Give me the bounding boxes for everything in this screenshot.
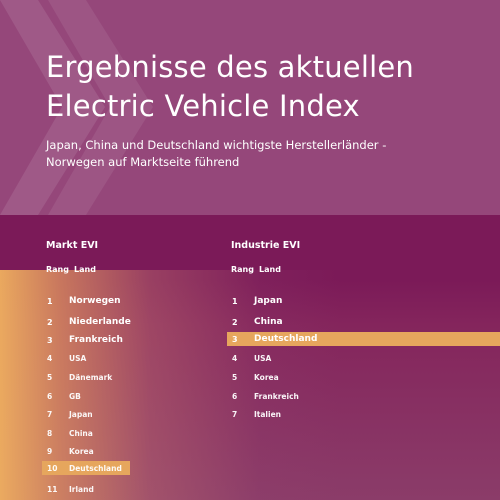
country-name: Deutschland bbox=[69, 463, 122, 473]
country-name: China bbox=[254, 317, 283, 327]
rank-number: 9 bbox=[47, 446, 53, 456]
rank-number: 4 bbox=[47, 353, 53, 363]
country-name: Dänemark bbox=[69, 372, 113, 382]
markt-evi-title: Markt EVI bbox=[46, 240, 99, 251]
page-title: Ergebnisse des aktuellen Electric Vehicl… bbox=[46, 48, 414, 126]
markt-row-9: 9 Korea bbox=[42, 444, 94, 458]
rank-number: 2 bbox=[232, 317, 238, 327]
title-line-1: Ergebnisse des aktuellen bbox=[46, 50, 414, 84]
markt-row-8: 8 China bbox=[42, 426, 93, 440]
rank-number: 3 bbox=[232, 334, 238, 344]
title-line-2: Electric Vehicle Index bbox=[46, 89, 360, 123]
markt-row-5: 5 Dänemark bbox=[42, 370, 112, 384]
chevron-decoration-icon bbox=[0, 0, 153, 215]
rank-number: 6 bbox=[232, 391, 238, 401]
markt-row-3: 3 Frankreich bbox=[42, 333, 123, 347]
subtitle-line-2: Norwegen auf Marktseite führend bbox=[46, 155, 240, 169]
country-name: Frankreich bbox=[254, 391, 299, 401]
industrie-row-7: 7 Italien bbox=[227, 407, 281, 421]
markt-row-2: 2 Niederlande bbox=[42, 315, 131, 329]
industrie-evi-title: Industrie EVI bbox=[231, 240, 301, 251]
rank-number: 6 bbox=[47, 391, 53, 401]
country-name: Niederlande bbox=[69, 317, 131, 327]
country-name: Korea bbox=[69, 446, 94, 456]
markt-col-land: Land bbox=[74, 265, 96, 274]
rank-number: 1 bbox=[232, 296, 238, 306]
markt-row-1: 1 Norwegen bbox=[42, 294, 121, 308]
country-name: Norwegen bbox=[69, 296, 121, 306]
industrie-row-6: 6 Frankreich bbox=[227, 389, 299, 403]
industrie-row-2: 2 China bbox=[227, 315, 283, 329]
rank-number: 7 bbox=[47, 409, 53, 419]
industrie-row-4: 4 USA bbox=[227, 351, 271, 365]
country-name: USA bbox=[254, 353, 272, 363]
rank-number: 5 bbox=[232, 372, 238, 382]
industrie-row-5: 5 Korea bbox=[227, 370, 279, 384]
markt-row-10-highlighted: 10 Deutschland bbox=[42, 461, 130, 475]
subtitle-line-1: Japan, China und Deutschland wichtigste … bbox=[46, 138, 387, 152]
industrie-col-rank: Rang bbox=[231, 265, 254, 274]
markt-row-6: 6 GB bbox=[42, 389, 81, 403]
markt-row-11: 11 Irland bbox=[42, 482, 94, 496]
country-name: GB bbox=[69, 391, 81, 401]
country-name: Deutschland bbox=[254, 334, 318, 344]
country-name: Italien bbox=[254, 409, 282, 419]
header-panel: Ergebnisse des aktuellen Electric Vehicl… bbox=[0, 0, 500, 215]
industrie-row-3-highlighted: 3 Deutschland bbox=[227, 332, 500, 346]
country-name: USA bbox=[69, 353, 87, 363]
industrie-row-1: 1 Japan bbox=[227, 294, 282, 308]
country-name: Japan bbox=[69, 409, 93, 419]
rank-number: 10 bbox=[47, 463, 58, 473]
country-name: Frankreich bbox=[69, 335, 123, 345]
rank-number: 11 bbox=[47, 484, 58, 494]
country-name: China bbox=[69, 428, 93, 438]
page-subtitle: Japan, China und Deutschland wichtigste … bbox=[46, 137, 486, 171]
markt-row-7: 7 Japan bbox=[42, 407, 93, 421]
markt-row-4: 4 USA bbox=[42, 351, 86, 365]
rank-number: 3 bbox=[47, 335, 53, 345]
rank-number: 1 bbox=[47, 296, 53, 306]
country-name: Japan bbox=[254, 296, 283, 306]
country-name: Korea bbox=[254, 372, 279, 382]
rank-number: 2 bbox=[47, 317, 53, 327]
industrie-col-land: Land bbox=[259, 265, 281, 274]
rank-number: 4 bbox=[232, 353, 238, 363]
rank-number: 8 bbox=[47, 428, 53, 438]
rank-number: 5 bbox=[47, 372, 53, 382]
country-name: Irland bbox=[69, 484, 94, 494]
rank-number: 7 bbox=[232, 409, 238, 419]
markt-col-rank: Rang bbox=[46, 265, 69, 274]
